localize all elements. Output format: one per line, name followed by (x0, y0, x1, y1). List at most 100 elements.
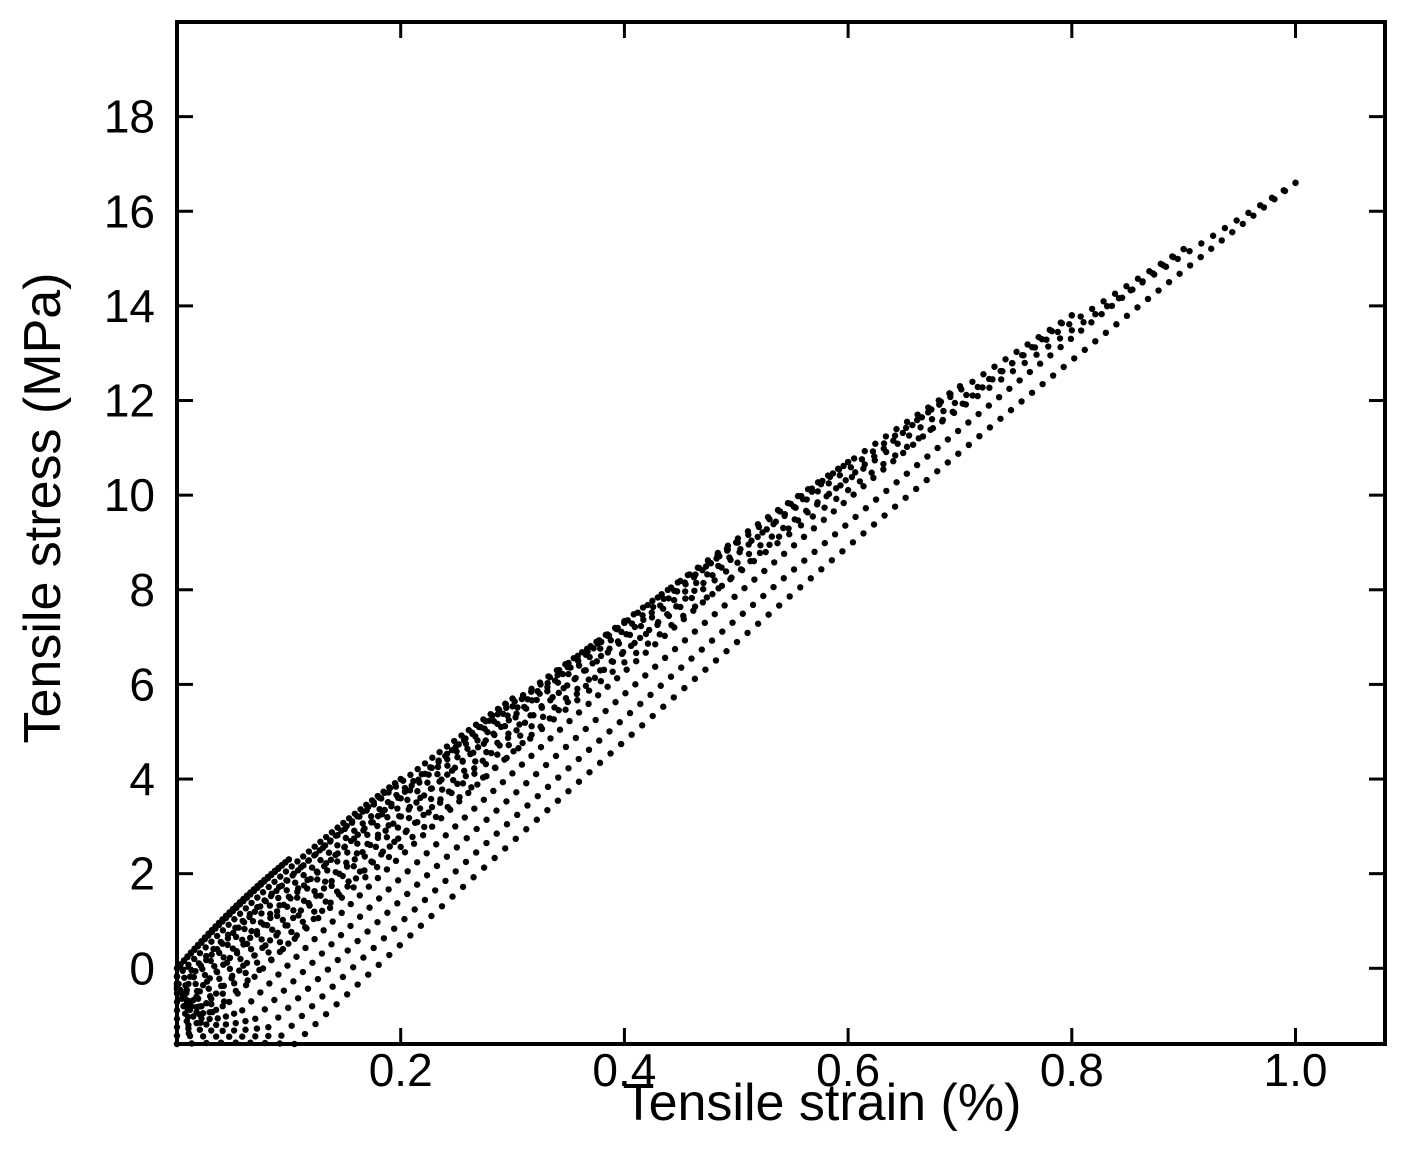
loading-point (637, 622, 645, 630)
unloading-point (638, 722, 646, 729)
loading-point (378, 795, 385, 802)
unloading-point (657, 682, 664, 689)
loading-point (385, 853, 393, 861)
unloading-point (585, 700, 592, 708)
loading-point (821, 504, 828, 511)
unloading-point (1113, 321, 1120, 328)
unloading-point (623, 666, 630, 673)
loading-point (392, 783, 400, 790)
loading-point (360, 827, 367, 834)
unloading-point (318, 950, 326, 957)
loading-point (249, 917, 257, 925)
loading-point (308, 864, 316, 871)
unloading-point (236, 967, 243, 974)
loading-point (607, 637, 615, 644)
loading-point (555, 666, 563, 674)
unloading-point (404, 868, 411, 875)
loading-point (369, 819, 376, 826)
loading-point (891, 432, 899, 439)
loading-point (902, 424, 910, 432)
unloading-point (831, 531, 839, 538)
unloading-point (842, 477, 849, 484)
unloading-point (729, 619, 736, 626)
loading-point (324, 867, 331, 874)
loading-point (649, 603, 657, 611)
unloading-point (452, 823, 459, 830)
loading-point (574, 685, 581, 693)
unloading-point (811, 548, 818, 556)
unloading-point (226, 954, 234, 962)
loading-point (257, 919, 265, 926)
x-tick-label: 0.2 (369, 1044, 433, 1096)
unloading-point (284, 1004, 292, 1012)
loading-point (787, 500, 794, 507)
unloading-point (902, 494, 909, 501)
unloading-point (532, 770, 540, 778)
unloading-point (512, 835, 519, 843)
unloading-point (354, 981, 361, 988)
loading-point (195, 1003, 203, 1010)
loading-point (459, 758, 466, 765)
unloading-point (604, 683, 611, 690)
loading-point (562, 694, 570, 702)
loading-point (792, 504, 799, 511)
unloading-point (338, 909, 345, 917)
unloading-point (474, 744, 482, 751)
loading-point (315, 914, 322, 922)
unloading-point (302, 944, 309, 952)
x-tick-label: 0.4 (592, 1044, 656, 1096)
unloading-point (374, 874, 382, 882)
loading-point (840, 462, 847, 470)
loading-point (353, 850, 361, 857)
unloading-point (401, 915, 408, 923)
unloading-point (760, 592, 767, 600)
unloading-point (678, 664, 685, 671)
loading-point (518, 695, 526, 703)
unloading-point (364, 928, 371, 935)
loading-point (367, 813, 375, 820)
loading-point (312, 851, 319, 858)
unloading-point (632, 681, 639, 688)
loading-point (311, 908, 318, 915)
loading-point (300, 871, 307, 879)
loading-point (418, 771, 426, 778)
loading-point (233, 950, 241, 957)
axis-ticks: 0.2 0.4 0.6 0.8 1.0 0 2 4 6 8 10 12 14 16 18 (104, 22, 1385, 1096)
loading-point (240, 962, 247, 969)
unloading-point (471, 765, 478, 772)
unloading-point (1049, 372, 1057, 379)
loading-point (516, 721, 523, 728)
unloading-point (691, 675, 699, 683)
unloading-point (528, 752, 535, 760)
loading-point (378, 811, 386, 818)
unloading-point (554, 797, 562, 804)
loading-point (1151, 271, 1158, 278)
loading-point (950, 409, 958, 417)
unloading-point (375, 961, 382, 969)
loading-point (913, 416, 921, 424)
unloading-point (573, 690, 581, 698)
loading-point (275, 894, 282, 902)
loading-point (693, 579, 700, 587)
loading-point (195, 960, 203, 967)
loading-point (181, 974, 188, 981)
loading-point (608, 658, 615, 665)
loading-point (947, 393, 954, 401)
loading-point (892, 452, 899, 459)
y-tick-label: 16 (104, 185, 155, 237)
unloading-point (1058, 320, 1066, 327)
loading-point (397, 795, 404, 802)
loading-point (894, 440, 901, 447)
loading-point (544, 679, 551, 687)
loading-point (391, 838, 398, 846)
loading-point (258, 910, 265, 917)
unloading-point (830, 508, 837, 515)
unloading-point (918, 414, 926, 421)
return-point (265, 1032, 272, 1040)
loading-point (702, 563, 710, 570)
unloading-point (852, 469, 859, 476)
unloading-point (565, 765, 572, 772)
loading-point (409, 833, 416, 841)
unloading-point (275, 971, 282, 978)
unloading-point (320, 885, 328, 892)
